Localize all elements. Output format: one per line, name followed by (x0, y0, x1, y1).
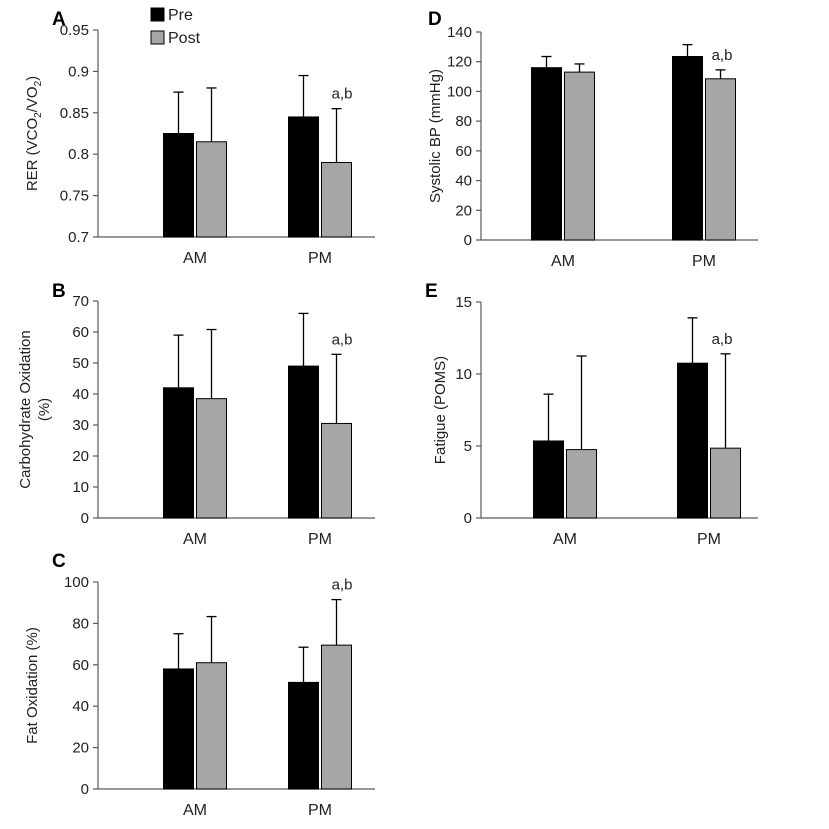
x-tick-label: PM (308, 802, 332, 819)
bar-pre-pm (288, 116, 319, 238)
y-axis-label: RER (VCO2/VO2) (24, 76, 44, 191)
y-tick-label: 40 (72, 386, 89, 403)
y-tick-label: 0.85 (60, 105, 89, 122)
y-tick-label: 20 (72, 740, 89, 757)
y-tick-label: 40 (72, 698, 89, 715)
y-tick-label: 120 (447, 54, 472, 71)
y-tick-label: 0 (81, 781, 89, 798)
bar-post-am (196, 398, 227, 519)
y-axis-label: Fatigue (POMS) (432, 356, 449, 464)
bar-pre-am (531, 67, 562, 241)
y-tick-label: 60 (72, 657, 89, 674)
bar-post-am (196, 141, 227, 238)
y-tick-label: 10 (72, 479, 89, 496)
y-tick-label: 60 (72, 324, 89, 341)
x-tick-label: PM (308, 250, 332, 267)
bar-pre-am (163, 387, 194, 519)
y-axis-label: (%) (36, 398, 53, 421)
y-tick-label: 0 (464, 510, 472, 527)
legend-swatch-post (150, 30, 165, 45)
y-tick-label: 0.95 (60, 22, 89, 39)
significance-annotation: a,b (332, 331, 353, 348)
bar-post-am (564, 71, 595, 241)
y-tick-label: 80 (455, 113, 472, 130)
y-axis-label: Carbohydrate Oxidation (17, 330, 34, 488)
y-tick-label: 0.9 (68, 63, 89, 80)
significance-annotation: a,b (332, 86, 353, 103)
x-tick-label: AM (553, 531, 577, 548)
legend: Pre Post (150, 7, 201, 47)
x-tick-label: PM (697, 531, 721, 548)
y-tick-label: 20 (72, 448, 89, 465)
x-tick-label: AM (183, 250, 207, 267)
x-tick-label: AM (183, 802, 207, 819)
y-tick-label: 100 (64, 574, 89, 591)
bar-post-pm (321, 644, 352, 790)
bar-post-pm (321, 422, 352, 519)
bar-pre-pm (672, 56, 703, 241)
panel-label: A (52, 9, 66, 30)
y-tick-label: 0.75 (60, 188, 89, 205)
significance-annotation: a,b (332, 577, 353, 594)
legend-label-post: Post (168, 30, 201, 47)
x-tick-label: AM (183, 531, 207, 548)
bar-pre-am (533, 440, 564, 519)
x-tick-label: PM (692, 253, 716, 270)
panel-label: E (425, 281, 438, 302)
chart-panel-a: A 0.7 0.75 0.8 0.85 0.9 0.95 RER (VCO2/VO2) AM PM… (24, 9, 375, 267)
bar-post-am (196, 662, 227, 790)
y-axis-label: Systolic BP (mmHg) (427, 69, 444, 203)
y-axis-label: Fat Oxidation (%) (24, 627, 41, 744)
x-tick-label: PM (308, 531, 332, 548)
y-tick-label: 100 (447, 83, 472, 100)
bar-pre-pm (677, 362, 708, 519)
bar-post-pm (710, 447, 741, 519)
legend-label-pre: Pre (168, 7, 193, 24)
y-tick-label: 60 (455, 143, 472, 160)
bar-pre-am (163, 133, 194, 238)
legend-swatch-pre (150, 7, 165, 22)
y-tick-label: 0.8 (68, 146, 89, 163)
chart-panel-b: B 0 10 20 30 40 50 60 70 Carbohydrate Oxidation (%… (17, 281, 375, 548)
y-tick-label: 0 (81, 510, 89, 527)
chart-panel-d: D 0 20 40 60 80 100 120 140 Systolic BP (mmHg) AM P… (427, 9, 758, 270)
y-tick-label: 20 (455, 202, 472, 219)
bar-pre-am (163, 668, 194, 790)
y-tick-label: 70 (72, 293, 89, 310)
significance-annotation: a,b (712, 331, 733, 348)
panel-label: D (428, 9, 442, 30)
y-tick-label: 15 (455, 294, 472, 311)
significance-annotation: a,b (712, 47, 733, 64)
y-tick-label: 140 (447, 24, 472, 41)
y-tick-label: 80 (72, 615, 89, 632)
chart-panel-c: C 0 20 40 60 80 100 Fat Oxidation (%) AM PM a,b (24, 551, 375, 819)
y-tick-label: 30 (72, 417, 89, 434)
chart-panel-e: E 0 5 10 15 Fatigue (POMS) AM PM a,b (425, 281, 758, 548)
y-tick-label: 0 (464, 232, 472, 249)
y-tick-label: 0.7 (68, 229, 89, 246)
panel-label: C (52, 551, 66, 572)
y-tick-label: 50 (72, 355, 89, 372)
y-tick-label: 5 (464, 438, 472, 455)
bar-post-am (566, 449, 597, 519)
bar-post-pm (321, 161, 352, 238)
bar-post-pm (705, 78, 736, 241)
y-tick-label: 40 (455, 173, 472, 190)
bar-pre-pm (288, 365, 319, 519)
x-tick-label: AM (551, 253, 575, 270)
y-tick-label: 10 (455, 366, 472, 383)
panel-label: B (52, 281, 66, 302)
bar-pre-pm (288, 681, 319, 790)
